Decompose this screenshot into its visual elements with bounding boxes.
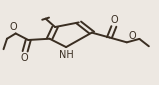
- Text: O: O: [10, 22, 17, 32]
- Text: O: O: [21, 53, 28, 63]
- Text: NH: NH: [59, 50, 74, 60]
- Text: O: O: [128, 31, 136, 41]
- Text: O: O: [110, 15, 118, 25]
